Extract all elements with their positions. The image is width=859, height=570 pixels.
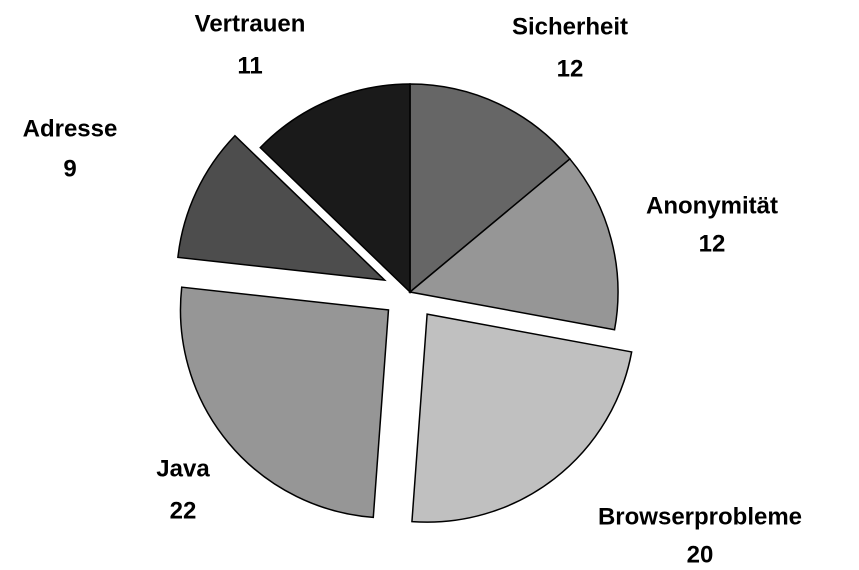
slice-value: 20: [687, 541, 714, 568]
pie-slice: [259, 83, 411, 294]
pie-slice: [408, 157, 619, 331]
pie-slice: [179, 286, 390, 519]
pie-slice: [409, 83, 571, 294]
slice-value: 11: [237, 52, 262, 79]
slice-value: 22: [170, 497, 197, 524]
slice-label: Browserprobleme: [598, 503, 802, 530]
pie-slice: [411, 313, 633, 523]
slice-label: Anonymität: [646, 192, 778, 219]
slice-label: Sicherheit: [512, 13, 628, 40]
pie-slice: [177, 134, 387, 282]
slice-value: 9: [63, 155, 76, 182]
slice-label: Vertrauen: [195, 10, 306, 37]
slice-label: Java: [156, 455, 210, 482]
slice-value: 12: [699, 230, 726, 257]
slice-label: Adresse: [23, 115, 118, 142]
slice-value: 12: [557, 55, 584, 82]
